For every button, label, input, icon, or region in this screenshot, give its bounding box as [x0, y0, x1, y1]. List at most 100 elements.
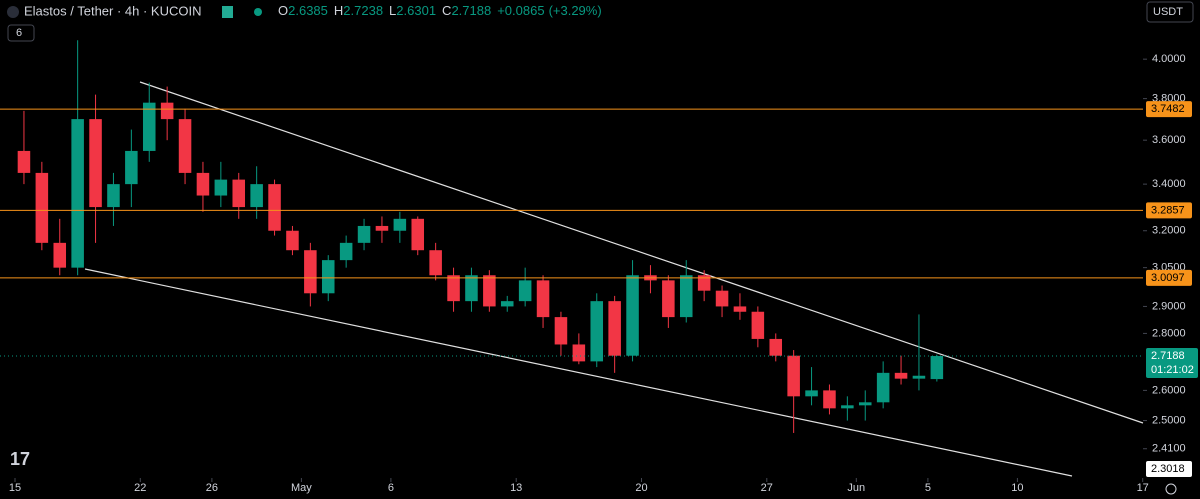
ohlc-value: 2.7238: [343, 3, 383, 18]
candle-body: [554, 317, 568, 345]
candle-body: [160, 102, 174, 120]
candle-body: [483, 275, 496, 307]
lower-trendline: [84, 268, 1073, 477]
symbol-logo: [7, 6, 19, 18]
candle-body: [930, 356, 944, 380]
x-tick-label: 20: [635, 482, 647, 494]
candle-body: [321, 260, 335, 294]
candle-body: [447, 275, 460, 302]
level-label-box: [1146, 202, 1192, 219]
candle-body: [125, 150, 138, 185]
ohlc-value: 2.6301: [396, 3, 436, 18]
candle-body: [268, 184, 281, 231]
x-tick-label: 22: [134, 482, 146, 494]
ohlc-value: 2.7188: [451, 3, 491, 18]
candle-body: [178, 119, 192, 173]
candle-body: [250, 184, 263, 208]
candle-body: [375, 225, 389, 231]
candle-body: [17, 150, 31, 173]
x-tick-label: 27: [761, 482, 773, 494]
candle-body: [679, 275, 693, 318]
candle-body: [142, 102, 156, 151]
y-tick-label: 2.6000: [1152, 384, 1186, 396]
level-label: 3.7482: [1151, 103, 1185, 115]
level-label: 3.0097: [1151, 272, 1185, 284]
ohlc-legend: O2.6385 H2.7238 L2.6301 C2.7188 +0.0865 (+3.2…: [278, 3, 602, 18]
ohlc-prefix: H: [334, 3, 343, 18]
candle-body: [626, 275, 639, 356]
indicator-toggle[interactable]: [7, 24, 35, 42]
price-label: 2.7188: [1151, 350, 1185, 362]
candle-body: [751, 311, 765, 339]
x-tick-label: 17: [1137, 482, 1149, 494]
candle-body: [304, 250, 317, 294]
change-pct: (+3.29%): [549, 3, 602, 18]
ohlc-prefix: O: [278, 3, 288, 18]
candle-body: [536, 280, 550, 318]
ohlc-prefix: L: [389, 3, 396, 18]
y-tick-label: 2.5000: [1152, 414, 1186, 426]
candle-body: [894, 372, 908, 379]
candle-body: [858, 402, 872, 406]
candle-body: [35, 172, 49, 243]
level-label: 3.2857: [1151, 204, 1185, 216]
candle-body: [697, 275, 711, 291]
upper-trendline: [139, 81, 1144, 424]
change: +0.0865: [497, 3, 544, 18]
candle-body: [53, 242, 67, 268]
symbol-title: Elastos / Tether · 4h · KUCOIN: [24, 3, 202, 18]
candle-body: [662, 280, 675, 318]
candle-body: [787, 355, 800, 397]
ohlc-prefix: C: [442, 3, 451, 18]
candle-body: [196, 172, 210, 196]
y-tick-label: 3.2000: [1152, 225, 1186, 237]
trend-price-box: [1146, 461, 1192, 477]
candle-body: [590, 301, 604, 362]
x-tick-label: 6: [388, 482, 394, 494]
y-tick-label: 2.4100: [1152, 443, 1186, 455]
x-tick-label: Jun: [847, 482, 865, 494]
y-tick-label: 2.8000: [1152, 327, 1186, 339]
y-tick-label: 2.9000: [1152, 300, 1186, 312]
settings-icon[interactable]: [1165, 483, 1177, 495]
level-label-box: [1146, 269, 1192, 286]
candle-body: [339, 242, 353, 261]
candle-body: [357, 225, 371, 243]
candle-body: [876, 372, 890, 403]
candle-body: [71, 119, 84, 268]
candle-body: [912, 375, 926, 379]
price-box: [1146, 348, 1198, 379]
candle-body: [841, 405, 854, 409]
x-tick-label: 10: [1011, 482, 1023, 494]
y-tick-label: 3.6000: [1152, 134, 1186, 146]
indicator-count[interactable]: 6: [16, 27, 22, 39]
candle-body: [715, 290, 729, 307]
candle-body: [465, 275, 478, 302]
tv-logo: 17: [10, 449, 30, 469]
candle-body: [572, 344, 586, 362]
candle-body: [393, 218, 407, 231]
candle-body: [286, 230, 299, 251]
candle-body: [411, 218, 425, 251]
candle-body: [107, 184, 120, 208]
countdown: 01:21:02: [1151, 364, 1194, 376]
candle-body: [518, 280, 532, 302]
x-tick-label: 15: [9, 482, 21, 494]
candle-body: [608, 301, 621, 356]
candle-body: [769, 338, 783, 356]
candles: [17, 40, 944, 433]
candle-body: [89, 119, 102, 208]
currency-label[interactable]: USDT: [1153, 6, 1183, 18]
trend-price-label: 2.3018: [1151, 463, 1185, 475]
y-tick-label: 4.0000: [1152, 53, 1186, 65]
candle-body: [429, 250, 442, 276]
currency-button[interactable]: [1146, 1, 1194, 23]
x-tick-label: 5: [925, 482, 931, 494]
status-dot: [254, 8, 262, 16]
y-tick-label: 3.4000: [1152, 178, 1186, 190]
flag-icon[interactable]: [222, 6, 233, 18]
candle-body: [214, 179, 228, 196]
candle-body: [823, 390, 836, 409]
